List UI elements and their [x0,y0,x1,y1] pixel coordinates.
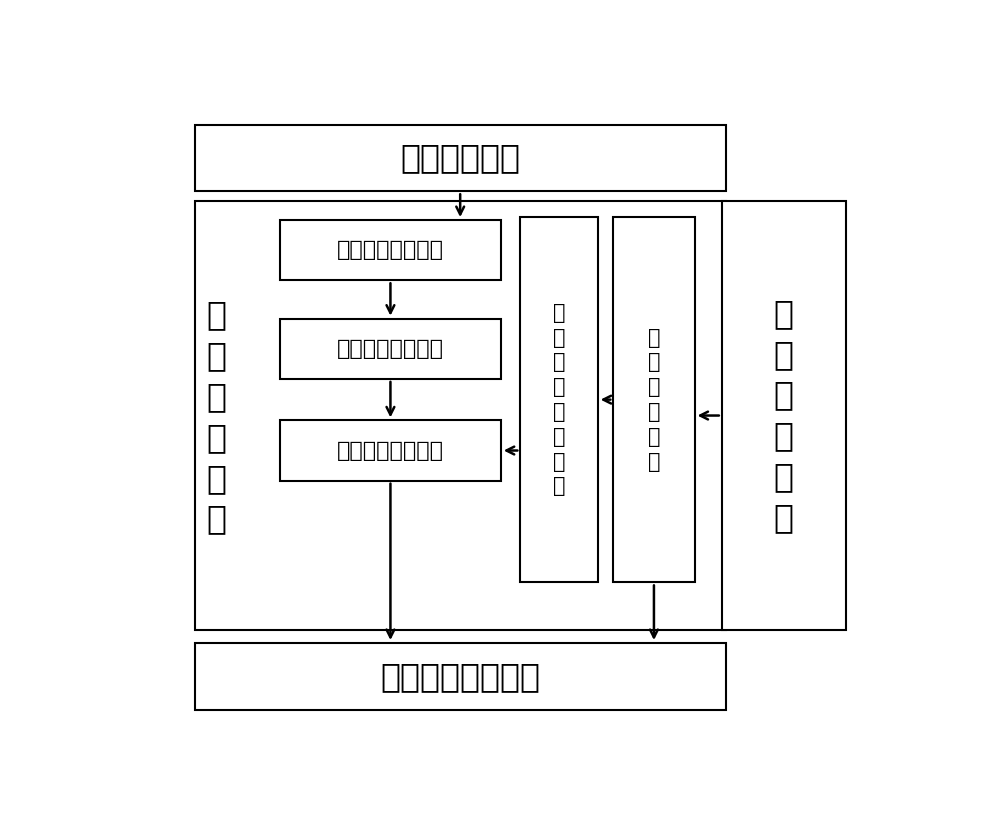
Bar [280,319,501,379]
Bar [195,201,726,630]
Bar [613,216,695,582]
Bar [280,220,501,280]
Bar [280,420,501,481]
Text: 脚本管理装置: 脚本管理装置 [400,141,520,174]
Text: 测
试
管
理
装
置: 测 试 管 理 装 置 [206,299,226,535]
Text: 测试脚本执行组件: 测试脚本执行组件 [337,240,444,260]
Text: 资
源
采
集
装
置: 资 源 采 集 装 置 [774,297,794,534]
Text: 测
试
统
计
组
件: 测 试 统 计 组 件 [648,328,660,472]
Text: 测试任务调度组件: 测试任务调度组件 [337,440,444,461]
Text: 测试协议适配组件: 测试协议适配组件 [337,339,444,358]
Bar [195,125,726,192]
Text: 异步压力产生装置: 异步压力产生装置 [380,660,540,693]
Bar [722,201,846,630]
Text: 测
试
参
数
管
理
组
件: 测 试 参 数 管 理 组 件 [553,303,565,496]
Bar [195,643,726,710]
Bar [520,216,598,582]
